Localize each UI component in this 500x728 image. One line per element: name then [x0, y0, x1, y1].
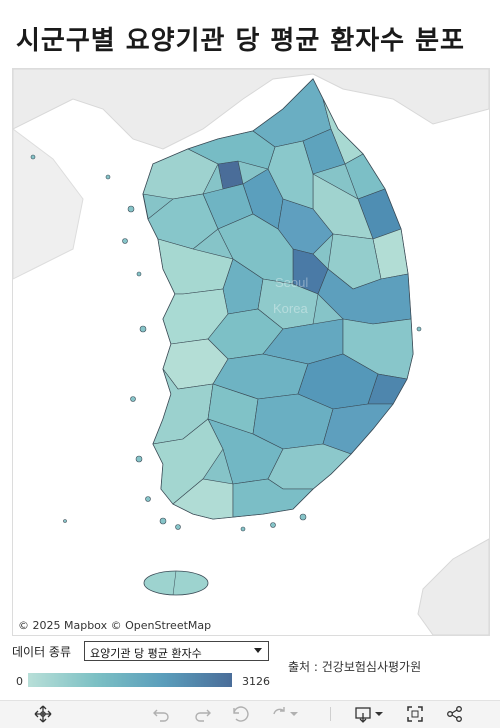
- toolbar: [0, 700, 500, 728]
- measure-select[interactable]: 요양기관 당 평균 환자수: [84, 641, 269, 661]
- data-type-label: 데이터 종류: [12, 645, 72, 659]
- legend-max: 3126: [242, 675, 270, 688]
- share-icon[interactable]: [446, 705, 466, 723]
- fullscreen-icon[interactable]: [406, 705, 426, 723]
- move-icon[interactable]: [34, 705, 54, 723]
- west-land: [13, 128, 84, 280]
- osm-attribution[interactable]: © OpenStreetMap: [110, 619, 212, 632]
- district-layer[interactable]: [142, 78, 414, 520]
- chevron-down-icon: [254, 648, 262, 653]
- download-icon[interactable]: [354, 705, 383, 723]
- measure-select-value: 요양기관 당 평균 환자수: [90, 647, 202, 660]
- redo-icon[interactable]: [194, 705, 214, 723]
- choropleth-map[interactable]: Seoul Korea © 2025 Mapbox © OpenStreetMa…: [12, 68, 490, 636]
- map-attribution[interactable]: © 2025 Mapbox © OpenStreetMap: [16, 619, 214, 632]
- source-note: 출처 : 건강보험심사평가원: [288, 660, 422, 674]
- undo-icon[interactable]: [152, 705, 172, 723]
- color-legend-bar: [28, 673, 232, 687]
- revert-icon[interactable]: [232, 705, 252, 723]
- map-watermark: Seoul: [275, 275, 308, 290]
- toolbar-separator: [330, 707, 331, 721]
- jeju-divider: [172, 570, 177, 596]
- refresh-icon[interactable]: [270, 705, 298, 723]
- map-watermark-2: Korea: [273, 301, 308, 316]
- page-title: 시군구별 요양기관 당 평균 환자수 분포: [16, 26, 465, 56]
- islands: [30, 154, 422, 532]
- map-canvas[interactable]: Seoul Korea: [13, 69, 489, 635]
- legend-min: 0: [16, 675, 23, 688]
- north-land: [13, 69, 489, 150]
- mapbox-attribution[interactable]: © 2025 Mapbox: [18, 619, 108, 632]
- jeju-island[interactable]: [143, 570, 209, 596]
- japan-land: [417, 538, 489, 635]
